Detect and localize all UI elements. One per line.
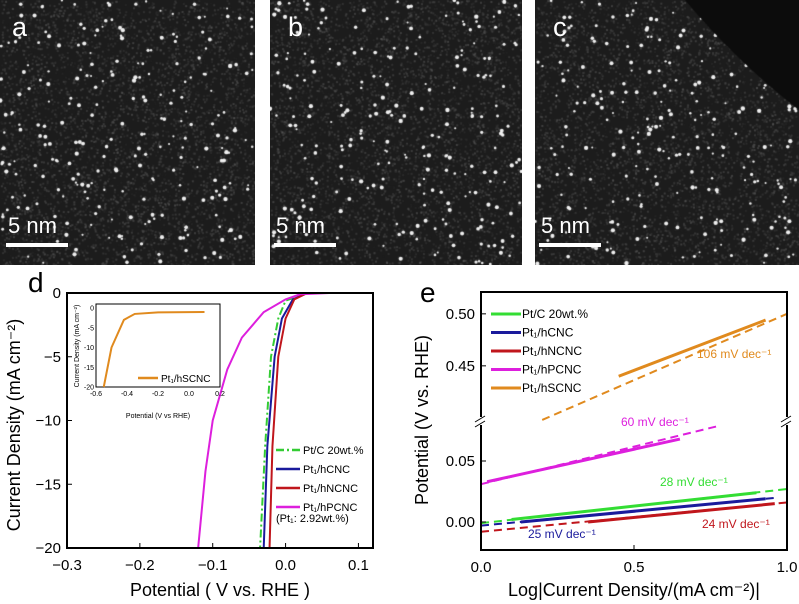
x-tick-label: −0.1 bbox=[198, 557, 228, 574]
scale-bar bbox=[539, 243, 601, 247]
x-tick-label: −0.3 bbox=[52, 557, 82, 574]
panel-label: a bbox=[12, 12, 28, 42]
inset-y-tick-label: 0 bbox=[90, 306, 94, 313]
legend-label: Pt/C 20wt.% bbox=[303, 445, 364, 457]
micrograph-image bbox=[535, 0, 799, 265]
axis-break-mark bbox=[780, 420, 792, 428]
legend-label: Pt₁/hPCNC bbox=[522, 363, 582, 377]
panel-label: c bbox=[553, 12, 567, 42]
y-tick-label: 0.50 bbox=[446, 306, 475, 323]
x-tick-label: 0.1 bbox=[348, 557, 369, 574]
y-tick-label: −5 bbox=[44, 349, 61, 366]
legend-label: Pt₁/hNCNC bbox=[522, 344, 582, 358]
x-axis-label: Log|Current Density/(mA cm⁻²)| bbox=[508, 580, 760, 600]
inset-x-tick-label: 0.2 bbox=[215, 391, 225, 398]
micrograph-a: a 5 nm bbox=[0, 0, 255, 265]
slope-label: 28 mV dec⁻¹ bbox=[660, 475, 728, 489]
scale-bar-label: 5 nm bbox=[8, 213, 57, 238]
micrograph-c: c 5 nm bbox=[535, 0, 799, 265]
legend-label: Pt₁/hCNC bbox=[303, 464, 350, 476]
series-line bbox=[587, 502, 775, 524]
axis-break-mark bbox=[474, 420, 486, 428]
inset-x-tick-label: -0.4 bbox=[121, 391, 133, 398]
scale-bar bbox=[274, 243, 336, 247]
inset-legend-label: Pt₁/hSCNC bbox=[161, 374, 211, 385]
axis-break bbox=[476, 417, 486, 425]
series-line bbox=[520, 497, 766, 524]
y-tick-label: −20 bbox=[36, 540, 61, 557]
y-tick-label: 0.05 bbox=[446, 453, 475, 470]
inset-y-tick-label: -5 bbox=[88, 325, 94, 332]
x-tick-label: 0.5 bbox=[624, 559, 645, 576]
inset-y-tick-label: -20 bbox=[84, 385, 94, 392]
slope-label: 60 mV dec⁻¹ bbox=[621, 415, 689, 429]
inset-series-line bbox=[102, 310, 205, 388]
y-axis-label: Current Density (mA cm⁻²) bbox=[4, 319, 24, 532]
scale-bar-label: 5 nm bbox=[541, 213, 590, 238]
x-tick-label: 1.0 bbox=[777, 559, 798, 576]
legend-label: Pt₁/hNCNC bbox=[303, 483, 358, 495]
legend-label: Pt₁/hSCNC bbox=[522, 381, 582, 395]
series-line bbox=[511, 491, 757, 522]
scale-bar-label: 5 nm bbox=[276, 213, 325, 238]
legend-label: Pt/C 20wt.% bbox=[522, 307, 588, 321]
legend-label: Pt₁/hCNC bbox=[522, 326, 574, 340]
y-tick-label: −10 bbox=[36, 413, 61, 430]
axis-break bbox=[782, 417, 792, 425]
x-tick-label: −0.2 bbox=[125, 557, 155, 574]
axis-break-mark bbox=[474, 415, 486, 423]
inset-y-tick-label: -10 bbox=[84, 345, 94, 352]
inset-x-axis-label: Potential (V vs RHE) bbox=[126, 413, 190, 420]
inset-x-tick-label: 0.0 bbox=[184, 391, 194, 398]
y-axis-label: Potential (V vs. RHE) bbox=[412, 335, 432, 505]
scale-bar bbox=[6, 243, 68, 247]
panel-label: e bbox=[420, 277, 436, 308]
inset-y-tick-label: -15 bbox=[84, 365, 94, 372]
x-tick-label: 0.0 bbox=[275, 557, 296, 574]
micrograph-image bbox=[270, 0, 522, 265]
inset-y-axis-label: Current Density (mA cm⁻²) bbox=[74, 305, 81, 388]
legend-label: Pt₁/hPCNC bbox=[303, 502, 358, 514]
inset-x-tick-label: -0.6 bbox=[90, 391, 102, 398]
y-tick-label: 0 bbox=[53, 285, 61, 302]
series-line bbox=[486, 437, 681, 484]
slope-label: 24 mV dec⁻¹ bbox=[702, 517, 770, 531]
slope-label: 106 mV dec⁻¹ bbox=[697, 347, 771, 361]
x-axis-label: Potential ( V vs. RHE ) bbox=[130, 580, 310, 600]
panel-label: b bbox=[288, 12, 304, 42]
x-tick-label: 0.0 bbox=[471, 559, 492, 576]
y-tick-label: −15 bbox=[36, 476, 61, 493]
micrograph-b: b 5 nm bbox=[270, 0, 522, 265]
slope-label: 25 mV dec⁻¹ bbox=[528, 527, 596, 541]
panel-label: d bbox=[28, 267, 44, 298]
inset-frame bbox=[95, 303, 221, 388]
y-tick-label: 0.00 bbox=[446, 514, 475, 531]
micrograph-image bbox=[0, 0, 255, 265]
y-tick-label: 0.45 bbox=[446, 358, 475, 375]
fit-line bbox=[541, 312, 788, 421]
axis-break-mark bbox=[780, 415, 792, 423]
inset-x-tick-label: -0.2 bbox=[152, 391, 164, 398]
legend-note: (Pt₁: 2.92wt.%) bbox=[276, 513, 349, 525]
series-line bbox=[618, 318, 767, 378]
